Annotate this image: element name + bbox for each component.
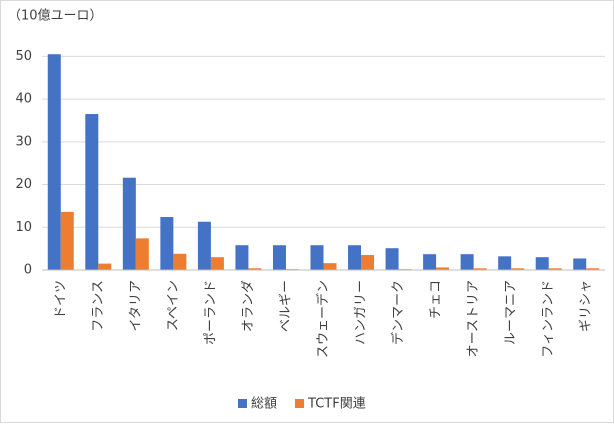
- x-tick-label: ポーランド: [203, 280, 218, 345]
- bar: [85, 114, 99, 270]
- bar: [460, 254, 474, 270]
- bar: [197, 221, 211, 270]
- legend-swatch: [238, 399, 247, 408]
- y-axis-label: （10億ユーロ）: [8, 8, 103, 24]
- x-tick-label: スペイン: [166, 280, 181, 331]
- bar: [135, 238, 149, 270]
- bar: [348, 245, 362, 270]
- x-tick-label: スウェーデン: [315, 280, 331, 358]
- x-tick-label: フランス: [91, 280, 106, 332]
- y-tick-label: 50: [15, 49, 32, 64]
- bar: [361, 255, 375, 270]
- bar: [210, 257, 224, 270]
- legend-swatch: [295, 399, 305, 408]
- x-tick-label: ルーマニア: [504, 280, 519, 345]
- y-tick-label: 40: [15, 92, 32, 107]
- legend-label: 総額: [251, 397, 277, 412]
- x-tick-label: フィンランド: [541, 280, 556, 358]
- bar: [548, 268, 562, 270]
- bar: [498, 256, 512, 270]
- bar: [160, 217, 174, 270]
- bar: [535, 257, 549, 270]
- x-tick-label: オーストリア: [466, 280, 481, 357]
- x-tick-label: オランダ: [241, 280, 256, 332]
- bar: [385, 248, 399, 270]
- bar: [235, 245, 249, 270]
- x-tick-label: イタリア: [128, 280, 143, 331]
- bar: [173, 253, 187, 270]
- y-tick-label: 30: [15, 134, 32, 149]
- x-tick-label: ドイツ: [53, 280, 68, 319]
- bar: [473, 268, 487, 270]
- bar: [323, 263, 337, 270]
- y-tick-label: 0: [24, 263, 32, 278]
- x-tick-label: ハンガリー: [354, 280, 369, 345]
- x-tick-label: チェコ: [429, 280, 444, 319]
- y-tick-label: 10: [15, 220, 32, 235]
- x-tick-label: デンマーク: [390, 280, 406, 345]
- bar: [511, 268, 525, 270]
- y-tick-label: 20: [15, 177, 32, 192]
- x-tick-label: ギリシャ: [579, 280, 594, 332]
- bar: [122, 177, 136, 270]
- x-tick-label: ベルギー: [278, 280, 293, 332]
- bar: [586, 268, 600, 270]
- bar: [272, 245, 286, 270]
- bar: [436, 267, 450, 270]
- bar: [573, 258, 587, 270]
- legend-label: TCTF関連: [307, 397, 366, 412]
- bar: [47, 54, 61, 271]
- bar: [423, 254, 437, 270]
- bar: [60, 211, 74, 270]
- bar: [248, 268, 262, 270]
- bar: [310, 245, 324, 270]
- bar: [98, 263, 112, 270]
